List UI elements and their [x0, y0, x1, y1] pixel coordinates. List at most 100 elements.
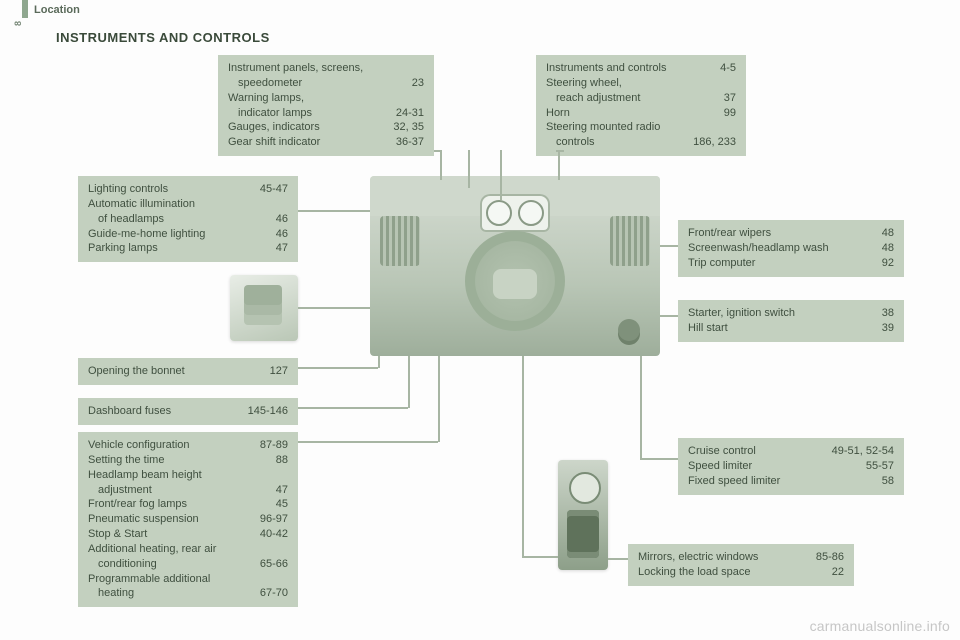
index-label: Automatic illumination [88, 197, 282, 212]
index-label: Setting the time [88, 453, 270, 468]
index-page: 47 [270, 483, 288, 498]
index-page: 22 [826, 565, 844, 580]
leader [298, 407, 408, 409]
index-row: Additional heating, rear air [88, 542, 288, 557]
box-instrument-panels: Instrument panels, screens,speedometer23… [218, 55, 434, 156]
leader [438, 356, 440, 442]
index-page: 85-86 [810, 550, 844, 565]
box-starter: Starter, ignition switch38Hill start39 [678, 300, 904, 342]
leader [298, 367, 378, 369]
index-page: 49-51, 52-54 [826, 444, 894, 459]
index-row: speedometer23 [228, 76, 424, 91]
index-page: 127 [264, 364, 288, 379]
index-label: Starter, ignition switch [688, 306, 876, 321]
leader [468, 150, 470, 188]
box-cruise: Cruise control49-51, 52-54Speed limiter5… [678, 438, 904, 495]
index-label: Speed limiter [688, 459, 860, 474]
index-page [282, 572, 288, 587]
index-page [418, 61, 424, 76]
leader [298, 210, 370, 212]
leader [660, 315, 678, 317]
index-row: Steering wheel, [546, 76, 736, 91]
index-label: Fixed speed limiter [688, 474, 876, 489]
index-label: Stop & Start [88, 527, 254, 542]
index-page: 87-89 [254, 438, 288, 453]
box-lighting: Lighting controls45-47Automatic illumina… [78, 176, 298, 262]
window-control-thumb [558, 460, 608, 570]
index-row: conditioning65-66 [88, 557, 288, 572]
index-label: reach adjustment [546, 91, 718, 106]
index-label: Front/rear fog lamps [88, 497, 270, 512]
leader [558, 150, 560, 180]
index-label: of headlamps [88, 212, 270, 227]
index-page: 4-5 [714, 61, 736, 76]
index-row: Programmable additional [88, 572, 288, 587]
index-row: controls186, 233 [546, 135, 736, 150]
index-label: Lighting controls [88, 182, 254, 197]
index-label: Additional heating, rear air [88, 542, 282, 557]
side-tab [22, 0, 28, 18]
dashboard-illustration [370, 176, 660, 356]
index-page: 92 [876, 256, 894, 271]
leader [298, 307, 370, 309]
index-row: Speed limiter55-57 [688, 459, 894, 474]
index-row: Front/rear fog lamps45 [88, 497, 288, 512]
index-row: Front/rear wipers48 [688, 226, 894, 241]
index-row: Stop & Start40-42 [88, 527, 288, 542]
leader [440, 150, 442, 180]
index-row: Pneumatic suspension96-97 [88, 512, 288, 527]
index-row: indicator lamps24-31 [228, 106, 424, 121]
index-row: Hill start39 [688, 321, 894, 336]
leader [660, 245, 678, 247]
leader [640, 356, 642, 459]
index-row: Cruise control49-51, 52-54 [688, 444, 894, 459]
leader [378, 356, 380, 368]
page-title: INSTRUMENTS AND CONTROLS [56, 30, 270, 45]
leader [408, 356, 410, 408]
index-row: Lighting controls45-47 [88, 182, 288, 197]
leader [522, 556, 558, 558]
index-page: 36-37 [390, 135, 424, 150]
index-page: 47 [270, 241, 288, 256]
index-page [282, 197, 288, 212]
index-row: Starter, ignition switch38 [688, 306, 894, 321]
index-page: 65-66 [254, 557, 288, 572]
index-label: Front/rear wipers [688, 226, 876, 241]
leader [298, 441, 438, 443]
index-page [730, 76, 736, 91]
index-row: Parking lamps47 [88, 241, 288, 256]
index-row: Instrument panels, screens, [228, 61, 424, 76]
box-config: Vehicle configuration87-89Setting the ti… [78, 432, 298, 607]
leader [522, 356, 524, 556]
index-label: Gear shift indicator [228, 135, 390, 150]
index-label: Horn [546, 106, 718, 121]
index-label: Gauges, indicators [228, 120, 387, 135]
index-label: Screenwash/headlamp wash [688, 241, 876, 256]
index-row: Fixed speed limiter58 [688, 474, 894, 489]
bonnet-lever-thumb [230, 275, 298, 341]
index-page: 24-31 [390, 106, 424, 121]
leader [556, 150, 564, 152]
watermark: carmanualsonline.info [810, 618, 950, 634]
index-page: 55-57 [860, 459, 894, 474]
page-number: 8 [13, 21, 23, 26]
index-row: reach adjustment37 [546, 91, 736, 106]
box-instruments-controls: Instruments and controls4-5Steering whee… [536, 55, 746, 156]
index-label: Vehicle configuration [88, 438, 254, 453]
index-row: Dashboard fuses145-146 [88, 404, 288, 419]
leader [608, 558, 628, 560]
index-row: Instruments and controls4-5 [546, 61, 736, 76]
index-page [282, 542, 288, 557]
index-page: 39 [876, 321, 894, 336]
index-row: Trip computer92 [688, 256, 894, 271]
index-label: Hill start [688, 321, 876, 336]
index-label: heating [88, 586, 254, 601]
box-wipers: Front/rear wipers48Screenwash/headlamp w… [678, 220, 904, 277]
leader [500, 150, 502, 200]
index-label: Instruments and controls [546, 61, 714, 76]
index-row: adjustment47 [88, 483, 288, 498]
index-label: Mirrors, electric windows [638, 550, 810, 565]
index-row: Locking the load space22 [638, 565, 844, 580]
index-label: adjustment [88, 483, 270, 498]
index-page [418, 91, 424, 106]
